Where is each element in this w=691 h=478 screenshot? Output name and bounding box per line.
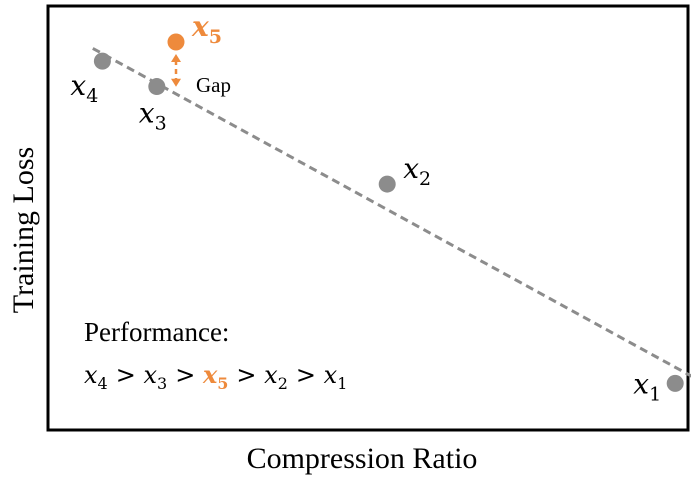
plot-frame (46, 4, 690, 432)
trend-line (92, 47, 691, 378)
point-label-x2: x2 (403, 152, 431, 190)
plot-border (46, 4, 690, 432)
point-x2 (378, 175, 396, 193)
points-layer (93, 33, 684, 392)
point-label-x3: x3 (139, 97, 167, 135)
point-x4 (93, 52, 111, 70)
point-x5 (167, 33, 185, 51)
gap-label: Gap (196, 73, 231, 97)
y-axis-title: Training Loss (7, 147, 40, 313)
point-label-x4: x4 (70, 69, 98, 107)
point-x3 (148, 78, 166, 96)
point-label-x1: x1 (633, 367, 661, 405)
point-x1 (666, 374, 684, 392)
x-axis-title: Compression Ratio (247, 442, 478, 475)
point-labels-layer: x1 x2 x3 x4 x5 (70, 10, 661, 405)
gap-arrow-head-up (171, 54, 181, 63)
performance-title: Performance: (84, 317, 229, 347)
point-label-x5: x5 (191, 10, 222, 48)
performance-order: x4 > x3 > x5 > x2 > x1 (84, 360, 347, 393)
gap-arrow-head-down (171, 78, 181, 87)
trend-line-layer (92, 47, 691, 378)
gap-annotation-layer (171, 54, 181, 87)
